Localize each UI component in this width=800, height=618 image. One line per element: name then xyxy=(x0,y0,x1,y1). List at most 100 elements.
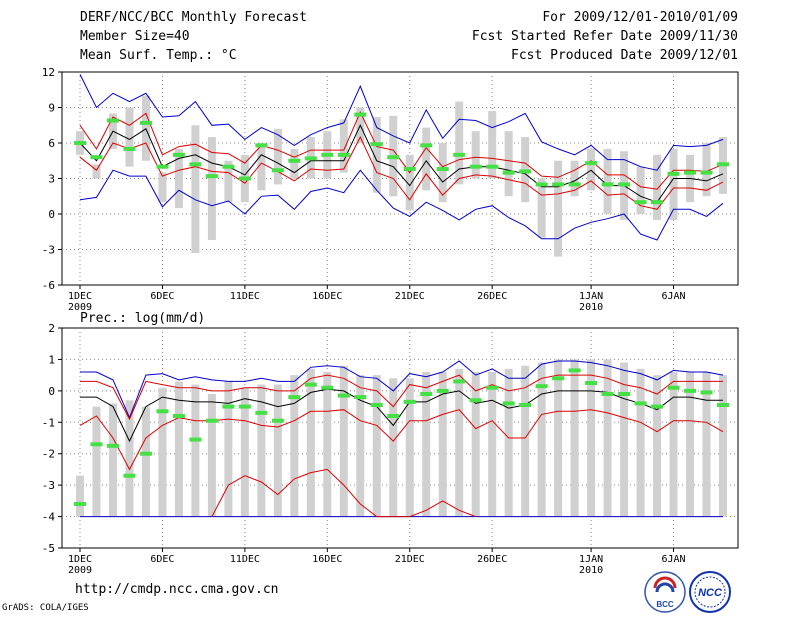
median-marker xyxy=(156,409,169,414)
x-tick-label: 1JAN xyxy=(579,554,603,565)
median-marker xyxy=(667,171,680,176)
median-marker xyxy=(717,162,729,167)
median-marker xyxy=(205,418,218,423)
ensemble-box xyxy=(92,164,101,179)
ensemble-box xyxy=(455,101,464,185)
ensemble-box xyxy=(455,368,464,517)
ensemble-box xyxy=(240,387,249,517)
ensemble-box xyxy=(719,375,727,517)
x-tick-label: 11DEC xyxy=(230,291,260,302)
ensemble-box xyxy=(603,148,612,214)
ensemble-box xyxy=(438,372,447,517)
ensemble-box xyxy=(257,143,266,191)
ensemble-box xyxy=(636,368,645,517)
header-left: DERF/NCC/BCC Monthly Forecast Member Size… xyxy=(80,8,307,65)
median-marker xyxy=(651,404,664,409)
ensemble-box xyxy=(125,400,134,517)
ensemble-box xyxy=(273,128,282,185)
median-marker xyxy=(123,473,136,478)
median-marker xyxy=(420,143,433,148)
median-marker xyxy=(354,395,367,400)
x-tick-year: 2010 xyxy=(579,302,603,313)
median-marker xyxy=(370,403,383,407)
median-marker xyxy=(618,392,631,396)
x-tick-year: 2009 xyxy=(68,565,92,576)
median-marker xyxy=(90,155,103,160)
bcc-logo: BCC xyxy=(644,571,686,613)
ensemble-box xyxy=(471,372,480,517)
median-marker xyxy=(453,379,466,384)
median-marker xyxy=(502,401,515,406)
ensemble-box xyxy=(158,387,167,517)
median-marker xyxy=(700,170,713,175)
inner-upper-line xyxy=(80,374,723,421)
median-marker xyxy=(255,410,268,415)
median-marker xyxy=(403,399,416,404)
x-tick-label: 6JAN xyxy=(661,291,685,302)
ensemble-mean-line xyxy=(80,388,723,443)
median-marker xyxy=(667,385,680,390)
y-tick-label: 6 xyxy=(48,137,55,150)
x-tick-label: 16DEC xyxy=(312,554,342,565)
ensemble-box xyxy=(405,154,414,211)
start-date: Fcst Started Refer Date 2009/11/30 xyxy=(471,29,738,44)
inner-lower-line xyxy=(79,135,724,210)
ensemble-box xyxy=(141,406,150,517)
ensemble-box xyxy=(422,372,431,517)
x-tick-label: 26DEC xyxy=(477,554,507,565)
svg-text:NCC: NCC xyxy=(698,587,723,599)
y-tick-label: -1 xyxy=(42,416,55,429)
ensemble-box xyxy=(372,116,381,193)
median-marker xyxy=(387,414,400,418)
median-marker xyxy=(486,164,499,169)
x-tick-label: 6DEC xyxy=(150,291,174,302)
ensemble-box xyxy=(174,148,183,209)
x-tick-label: 1DEC xyxy=(68,291,92,302)
median-marker xyxy=(370,142,383,147)
median-marker xyxy=(337,393,350,398)
produced-date: Fcst Produced Date 2009/12/01 xyxy=(511,48,738,63)
median-marker xyxy=(502,170,515,175)
ensemble-box xyxy=(323,372,332,517)
median-marker xyxy=(469,164,482,169)
median-marker xyxy=(634,401,647,406)
median-marker xyxy=(634,200,647,205)
median-marker xyxy=(139,120,152,125)
x-tick-label: 21DEC xyxy=(395,291,425,302)
ensemble-box xyxy=(224,381,233,517)
median-marker xyxy=(337,152,350,157)
ensemble-box xyxy=(422,127,431,191)
ensemble-box xyxy=(554,359,563,517)
ensemble-box xyxy=(191,125,200,254)
median-marker xyxy=(288,395,301,400)
forecast-title: DERF/NCC/BCC Monthly Forecast xyxy=(80,10,307,25)
median-marker xyxy=(651,200,664,205)
median-marker xyxy=(189,437,202,442)
y-tick-label: 9 xyxy=(48,102,55,115)
ensemble-box xyxy=(372,375,381,517)
median-marker xyxy=(172,152,185,157)
ensemble-box xyxy=(92,406,101,517)
median-marker xyxy=(304,156,317,161)
ensemble-box xyxy=(702,372,711,517)
median-marker xyxy=(568,368,581,373)
x-tick-label: 16DEC xyxy=(312,291,342,302)
source-url[interactable]: http://cmdp.ncc.cma.gov.cn xyxy=(75,582,279,597)
ensemble-box xyxy=(191,384,200,517)
y-tick-label: -5 xyxy=(42,542,55,555)
x-tick-year: 2010 xyxy=(579,565,603,576)
y-tick-label: 0 xyxy=(48,385,55,398)
median-marker xyxy=(552,376,565,381)
x-tick-label: 6JAN xyxy=(661,554,685,565)
median-marker xyxy=(238,404,251,409)
median-marker xyxy=(618,182,631,187)
ensemble-box xyxy=(504,131,513,197)
x-tick-label: 11DEC xyxy=(230,554,260,565)
median-marker xyxy=(535,182,548,187)
median-marker xyxy=(585,381,598,385)
median-marker xyxy=(420,392,433,396)
median-marker xyxy=(552,182,565,187)
plot-frame xyxy=(61,327,739,549)
